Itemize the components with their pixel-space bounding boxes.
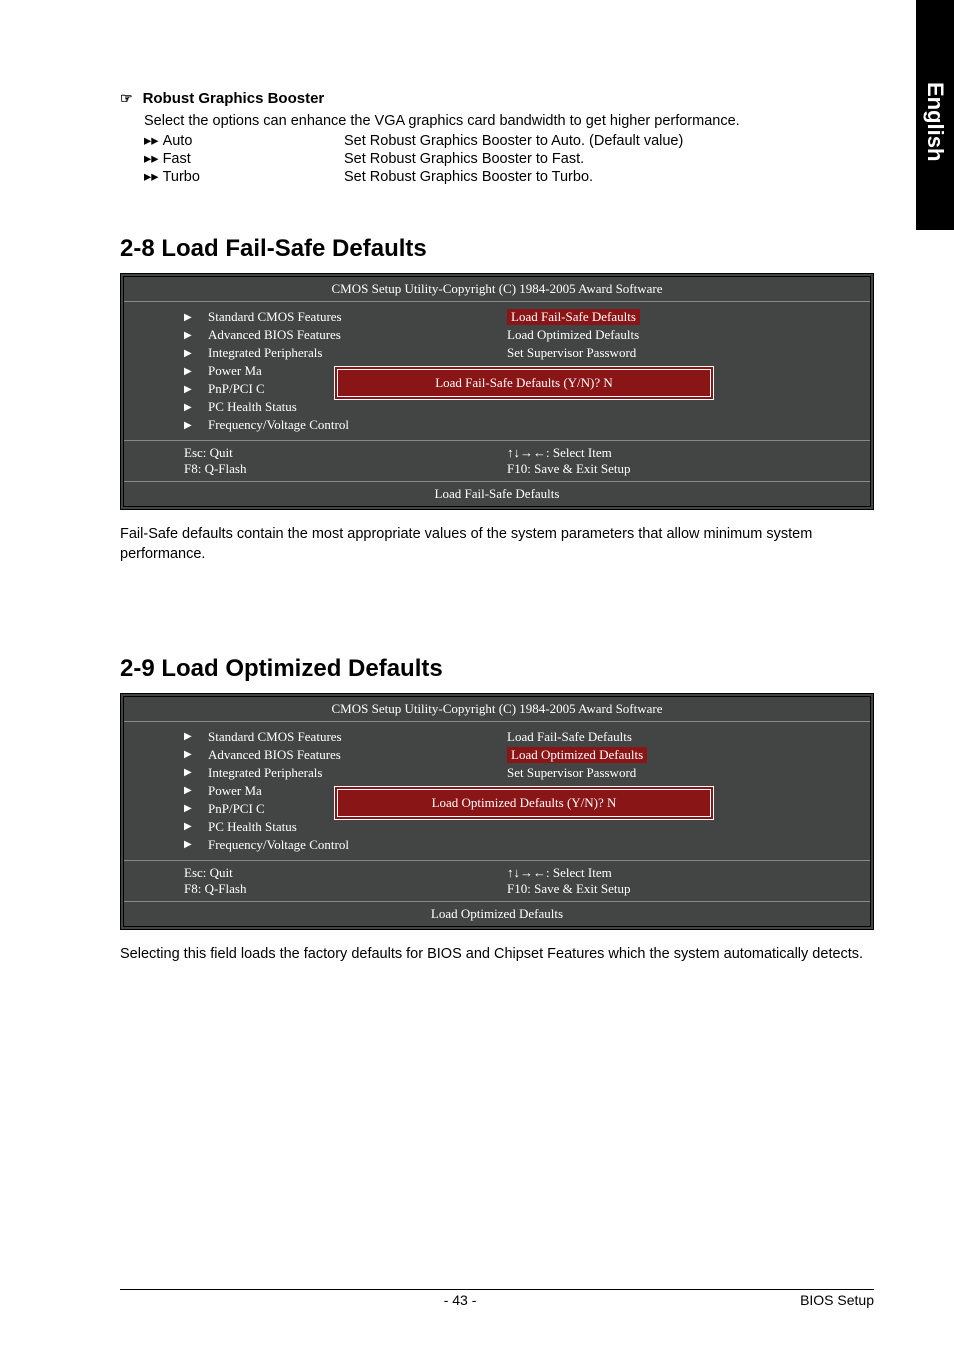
- bios-r-1: Load Optimized Defaults: [507, 327, 639, 343]
- rgb-key-2: Turbo: [163, 169, 200, 185]
- tri-icon: ▶: [184, 420, 194, 431]
- rgb-option-block: ☞ Robust Graphics Booster Select the opt…: [120, 90, 874, 185]
- rgb-row-turbo: ▸▸Turbo Set Robust Graphics Booster to T…: [144, 169, 874, 185]
- bios-r-2: Set Supervisor Password: [507, 345, 636, 361]
- tri-icon: ▶: [184, 348, 194, 359]
- bios-r-0: Load Fail-Safe Defaults: [507, 309, 640, 325]
- bios29-l-1: Advanced BIOS Features: [208, 747, 341, 763]
- footer29-l-1: F8: Q-Flash: [184, 881, 507, 897]
- footer29-r-0: ↑↓→←: Select Item: [507, 865, 830, 881]
- dialog-29: Load Optimized Defaults (Y/N)? N: [334, 786, 714, 820]
- bios29-r-1: Load Optimized Defaults: [507, 747, 647, 763]
- footer-l-0: Esc: Quit: [184, 445, 507, 461]
- tri-icon: ▶: [184, 731, 194, 742]
- bios-l-0: Standard CMOS Features: [208, 309, 342, 325]
- bios-l-3: Power Ma: [208, 363, 262, 379]
- bios29-r-2: Set Supervisor Password: [507, 765, 636, 781]
- rgb-key-1: Fast: [163, 151, 191, 167]
- page-number: - 43 -: [444, 1292, 477, 1308]
- footer-r-0: ↑↓→←: Select Item: [507, 445, 830, 461]
- tri-icon: ▶: [184, 803, 194, 814]
- footer-l-1: F8: Q-Flash: [184, 461, 507, 477]
- bios-footer-29: Esc: Quit F8: Q-Flash ↑↓→←: Select Item …: [124, 861, 870, 901]
- arrow-icon: ▸▸: [144, 151, 159, 167]
- bios29-l-6: Frequency/Voltage Control: [208, 837, 349, 853]
- sec29-body: Selecting this field loads the factory d…: [120, 944, 874, 964]
- rgb-val-0: Set Robust Graphics Booster to Auto. (De…: [344, 133, 683, 149]
- bios-bottom-29: Load Optimized Defaults: [124, 901, 870, 926]
- bios-title-28: CMOS Setup Utility-Copyright (C) 1984-20…: [124, 277, 870, 301]
- footer-section: BIOS Setup: [800, 1292, 874, 1308]
- bios29-l-3: Power Ma: [208, 783, 262, 799]
- tri-icon: ▶: [184, 749, 194, 760]
- tri-icon: ▶: [184, 330, 194, 341]
- bios-box-28: CMOS Setup Utility-Copyright (C) 1984-20…: [120, 273, 874, 510]
- bios29-l-4: PnP/PCI C: [208, 801, 265, 817]
- tri-icon: ▶: [184, 384, 194, 395]
- bios-l-4: PnP/PCI C: [208, 381, 265, 397]
- arrow-icon: ▸▸: [144, 133, 159, 149]
- tri-icon: ▶: [184, 767, 194, 778]
- bios-l-6: Frequency/Voltage Control: [208, 417, 349, 433]
- bios29-l-2: Integrated Peripherals: [208, 765, 322, 781]
- rgb-title: Robust Graphics Booster: [143, 90, 325, 107]
- page-content: ☞ Robust Graphics Booster Select the opt…: [0, 0, 954, 964]
- tri-icon: ▶: [184, 785, 194, 796]
- bios-footer-28: Esc: Quit F8: Q-Flash ↑↓→←: Select Item …: [124, 441, 870, 481]
- bios-l-2: Integrated Peripherals: [208, 345, 322, 361]
- sec28-heading: 2-8 Load Fail-Safe Defaults: [120, 235, 874, 263]
- dialog-28: Load Fail-Safe Defaults (Y/N)? N: [334, 366, 714, 400]
- tri-icon: ▶: [184, 402, 194, 413]
- tri-icon: ▶: [184, 821, 194, 832]
- bios-main-29: ▶ Standard CMOS Features ▶ Advanced BIOS F…: [124, 721, 870, 861]
- rgb-key-0: Auto: [163, 133, 193, 149]
- pointer-icon: ☞: [120, 90, 133, 107]
- bios-l-1: Advanced BIOS Features: [208, 327, 341, 343]
- rgb-header: ☞ Robust Graphics Booster: [120, 90, 874, 107]
- tri-icon: ▶: [184, 366, 194, 377]
- rgb-desc: Select the options can enhance the VGA g…: [144, 113, 874, 129]
- bios-title-29: CMOS Setup Utility-Copyright (C) 1984-20…: [124, 697, 870, 721]
- arrow-icon: ▸▸: [144, 169, 159, 185]
- bios-main-28: ▶ Standard CMOS Features ▶ Advanced BIOS F…: [124, 301, 870, 441]
- rgb-row-fast: ▸▸Fast Set Robust Graphics Booster to Fa…: [144, 151, 874, 167]
- bios29-l-5: PC Health Status: [208, 819, 297, 835]
- page-footer: - 43 - BIOS Setup: [120, 1289, 874, 1308]
- sec29-heading: 2-9 Load Optimized Defaults: [120, 655, 874, 683]
- bios29-l-0: Standard CMOS Features: [208, 729, 342, 745]
- footer29-l-0: Esc: Quit: [184, 865, 507, 881]
- bios-bottom-28: Load Fail-Safe Defaults: [124, 481, 870, 506]
- bios29-r-0: Load Fail-Safe Defaults: [507, 729, 632, 745]
- language-tab: English: [916, 0, 954, 230]
- bios-box-29: CMOS Setup Utility-Copyright (C) 1984-20…: [120, 693, 874, 930]
- rgb-val-2: Set Robust Graphics Booster to Turbo.: [344, 169, 593, 185]
- tri-icon: ▶: [184, 312, 194, 323]
- footer-r-1: F10: Save & Exit Setup: [507, 461, 830, 477]
- bios-l-5: PC Health Status: [208, 399, 297, 415]
- sec28-body: Fail-Safe defaults contain the most appr…: [120, 524, 874, 565]
- rgb-row-auto: ▸▸Auto Set Robust Graphics Booster to Au…: [144, 133, 874, 149]
- footer29-r-1: F10: Save & Exit Setup: [507, 881, 830, 897]
- tri-icon: ▶: [184, 839, 194, 850]
- rgb-val-1: Set Robust Graphics Booster to Fast.: [344, 151, 584, 167]
